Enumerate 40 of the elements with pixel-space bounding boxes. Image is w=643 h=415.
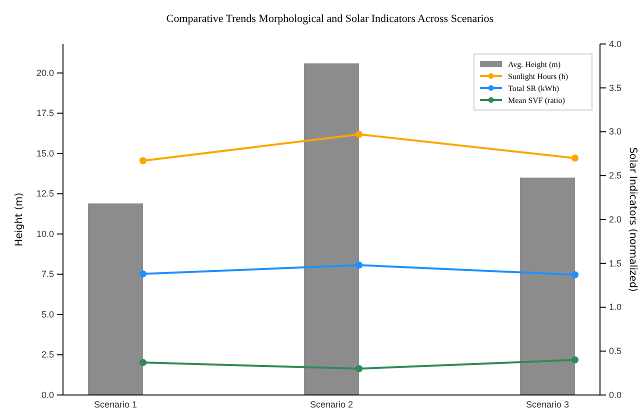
- y2-tick-label: 1.0: [609, 302, 622, 312]
- y2-tick-label: 2.5: [609, 170, 622, 181]
- x-tick-label: Scenario 3: [526, 399, 570, 410]
- point: [355, 262, 363, 269]
- point: [139, 157, 147, 164]
- point: [355, 130, 363, 138]
- chart-title: Comparative Trends Morphological and Solar Indicators Across Scenarios: [166, 13, 494, 25]
- point: [139, 358, 147, 366]
- x-tick-label: Scenario 1: [94, 399, 138, 410]
- bar: [304, 63, 359, 395]
- point: [571, 271, 579, 278]
- y2-tick-label: 4.0: [609, 38, 622, 49]
- x-tick-label: Scenario 2: [310, 399, 354, 410]
- y-tick-label: 0.0: [41, 390, 54, 400]
- point: [571, 154, 579, 162]
- y-tick-label: 12.5: [36, 188, 54, 199]
- y2-tick-label: 3.5: [609, 82, 622, 93]
- y-axis-title: Height (m): [14, 192, 25, 246]
- point: [139, 270, 147, 278]
- y-tick-label: 17.5: [36, 108, 54, 118]
- bar: [88, 203, 143, 395]
- y-tick-label: 15.0: [36, 148, 54, 158]
- y-tick-label: 10.0: [36, 228, 54, 239]
- y2-tick-label: 3.0: [609, 126, 622, 137]
- y-tick-label: 2.5: [41, 350, 54, 360]
- point: [571, 356, 579, 364]
- legend-label: Sunlight Hours (h): [508, 72, 568, 81]
- legend-label: Total SR (kWh): [508, 84, 560, 93]
- y-tick-label: 7.5: [41, 269, 54, 280]
- legend-label: Avg. Height (m): [508, 60, 561, 69]
- y-tick-label: 5.0: [41, 309, 54, 320]
- legend-label: Mean SVF (ratio): [508, 96, 566, 105]
- y2-tick-label: 0.0: [609, 390, 622, 400]
- y2-tick-label: 0.5: [609, 346, 622, 356]
- y2-tick-label: 2.0: [609, 214, 622, 224]
- y-tick-label: 20.0: [36, 68, 54, 78]
- y2-tick-label: 1.5: [609, 258, 622, 268]
- y2-axis-title: Solar Indicators (normalized): [627, 147, 638, 292]
- bar: [520, 178, 575, 395]
- point: [355, 365, 363, 372]
